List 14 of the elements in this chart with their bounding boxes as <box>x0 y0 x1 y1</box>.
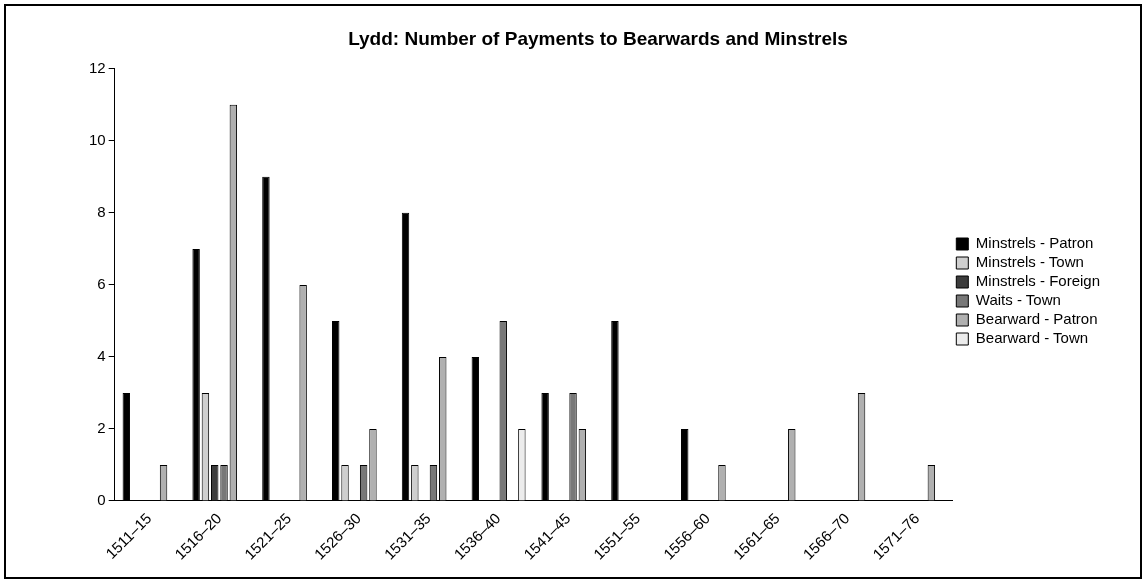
y-tick-label: 10 <box>89 130 106 148</box>
legend-label: Waits - Town <box>975 291 1061 309</box>
chart-title: Lydd: Number of Payments to Bearwards and Minstrels <box>348 27 848 49</box>
legend-label: Bearward - Patron <box>975 310 1098 328</box>
y-tick-label: 4 <box>97 347 106 365</box>
y-tick-label: 12 <box>89 58 106 76</box>
y-tick-label: 2 <box>97 419 106 437</box>
legend-label: Minstrels - Foreign <box>975 272 1101 290</box>
y-tick-label: 6 <box>97 275 106 293</box>
y-tick-label: 8 <box>97 203 106 220</box>
legend-label: Bearward - Town <box>975 329 1089 347</box>
legend-label: Minstrels - Patron <box>975 234 1094 252</box>
y-tick-label: 0 <box>97 491 106 509</box>
legend-label: Minstrels - Town <box>975 253 1084 271</box>
